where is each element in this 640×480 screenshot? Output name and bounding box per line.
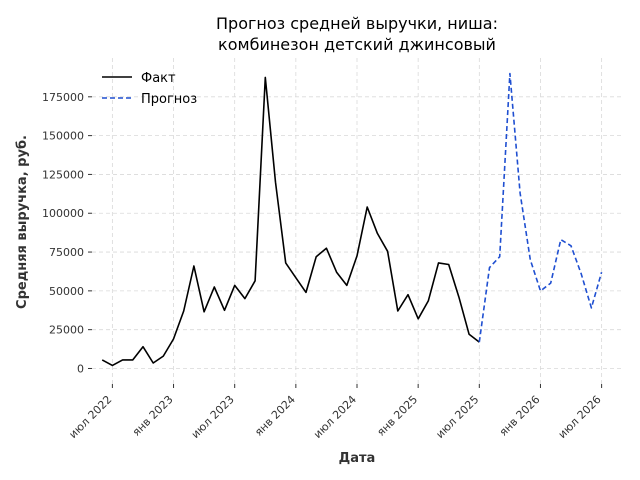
x-tick-label: янв 2023	[130, 393, 176, 439]
x-tick-label: янв 2026	[497, 393, 543, 439]
forecast-series-line	[478, 72, 603, 343]
y-tick-label: 150000	[42, 130, 84, 143]
x-ticks: июл 2022 янв 2023 июл 2023 янв 2024 июл 2024…	[66, 384, 604, 441]
legend-label-fact: Факт	[141, 71, 176, 86]
x-tick-label: янв 2025	[374, 393, 420, 439]
series-lines	[101, 72, 603, 367]
y-tick-label: 125000	[42, 168, 84, 181]
chart-title-line-2: комбинезон детский джинсовый	[218, 35, 496, 54]
x-tick-label: июл 2022	[66, 393, 114, 441]
chart-title-line-1: Прогноз средней выручки, ниша:	[216, 14, 498, 33]
gridlines	[92, 58, 622, 384]
y-tick-label: 0	[77, 362, 84, 375]
y-tick-label: 175000	[42, 91, 84, 104]
legend: Факт Прогноз	[102, 71, 197, 107]
y-tick-label: 25000	[49, 324, 84, 337]
y-tick-label: 75000	[49, 246, 84, 259]
legend-label-forecast: Прогноз	[141, 92, 197, 107]
x-tick-label: янв 2024	[252, 393, 298, 439]
y-axis-label: Средняя выручка, руб.	[15, 135, 30, 309]
x-tick-label: июл 2023	[189, 393, 237, 441]
x-axis-label: Дата	[339, 451, 376, 466]
y-tick-label: 50000	[49, 285, 84, 298]
x-tick-label: июл 2025	[433, 393, 481, 441]
fact-series-line	[101, 76, 480, 367]
y-ticks: 0 25000 50000 75000 100000 125000 150000 175000	[42, 91, 92, 375]
x-tick-label: июл 2026	[556, 393, 604, 441]
x-tick-label: июл 2024	[311, 393, 359, 441]
y-tick-label: 100000	[42, 207, 84, 220]
